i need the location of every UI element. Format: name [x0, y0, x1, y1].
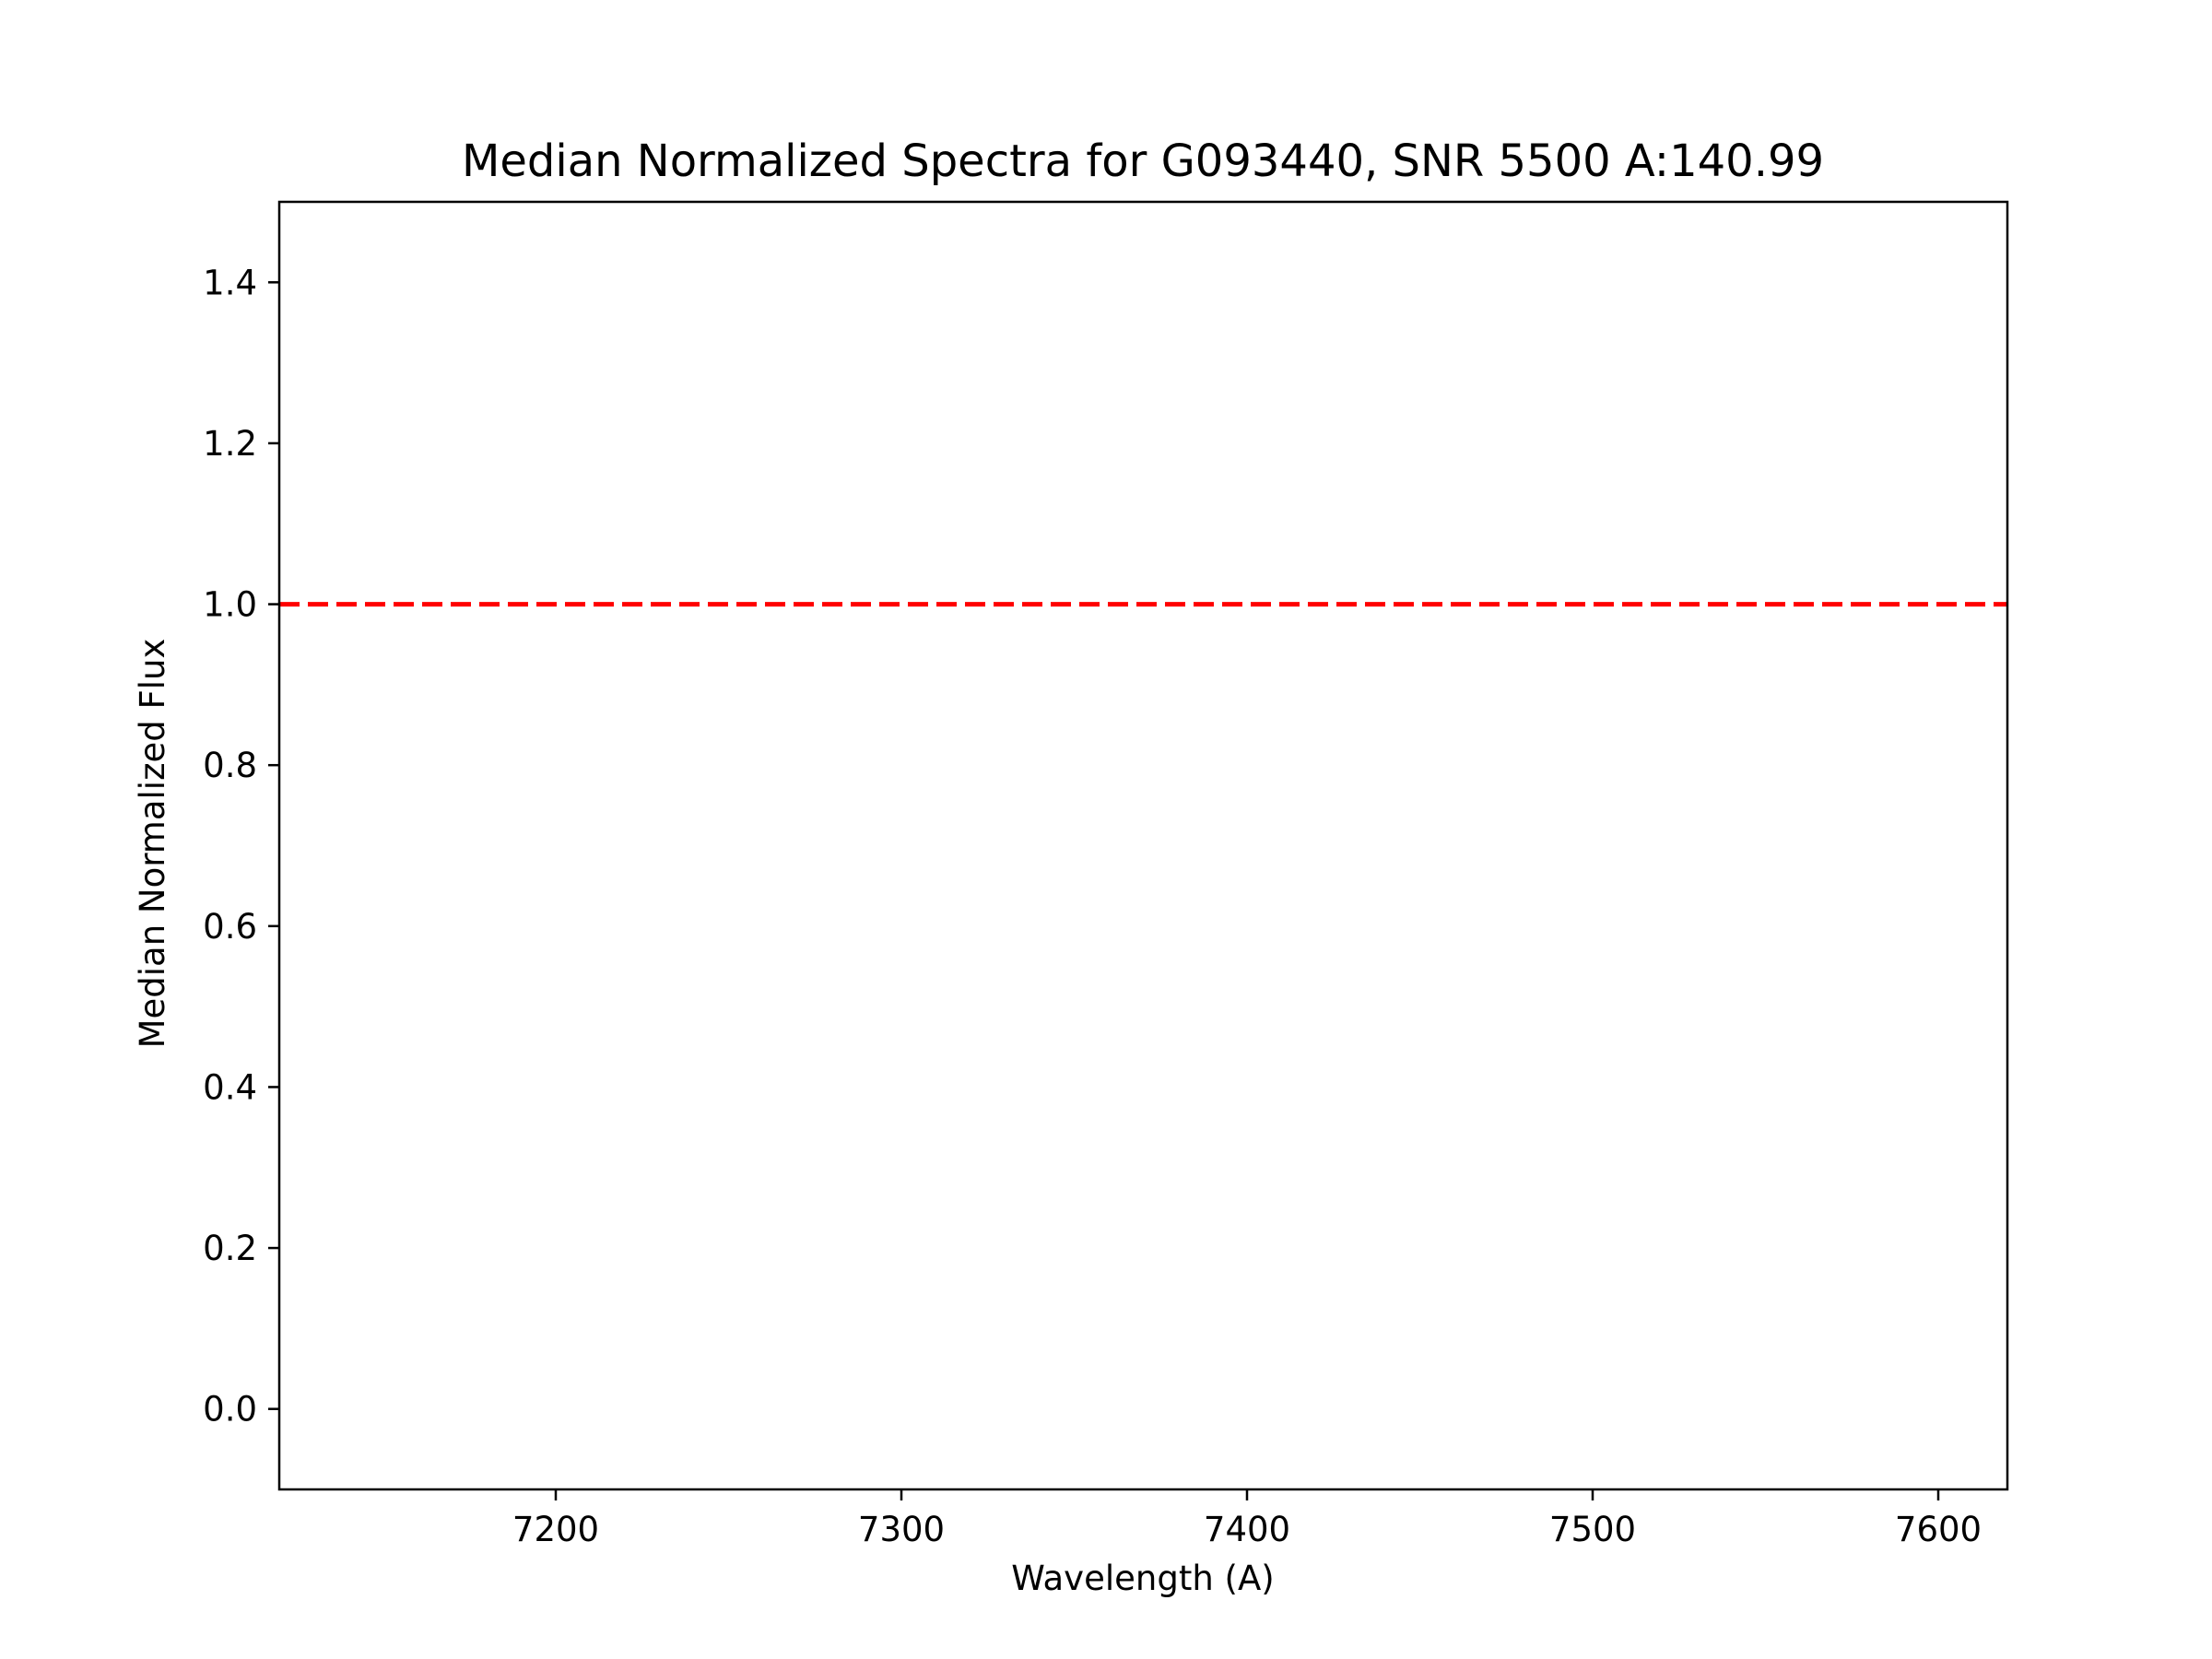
y-tick-label: 0.4: [203, 1067, 257, 1107]
y-tick-label: 0.2: [203, 1229, 257, 1268]
axes-frame: [277, 200, 2009, 1491]
y-tick-label: 0.6: [203, 907, 257, 947]
y-tick-label: 0.0: [203, 1390, 257, 1430]
x-tick-label: 7300: [858, 1510, 945, 1549]
y-tick-label: 1.0: [203, 585, 257, 625]
x-tick-label: 7400: [1204, 1510, 1290, 1549]
y-axis-ticks: 0.0 0.2 0.4 0.6 0.8 1.0 1.2 1.4: [203, 263, 279, 1430]
x-tick-label: 7500: [1549, 1510, 1636, 1549]
x-tick-label: 7200: [512, 1510, 599, 1549]
chart-title: Median Normalized Spectra for G093440, S…: [462, 135, 1824, 187]
y-tick-label: 0.8: [203, 746, 257, 785]
y-tick-label: 1.2: [203, 424, 257, 464]
x-axis-label: Wavelength (A): [1011, 1559, 1274, 1598]
x-axis-ticks: 7200 7300 7400 7500 7600: [512, 1489, 1982, 1549]
x-tick-label: 7600: [1895, 1510, 1982, 1549]
y-axis-label: Median Normalized Flux: [133, 639, 172, 1049]
y-tick-label: 1.4: [203, 263, 257, 302]
